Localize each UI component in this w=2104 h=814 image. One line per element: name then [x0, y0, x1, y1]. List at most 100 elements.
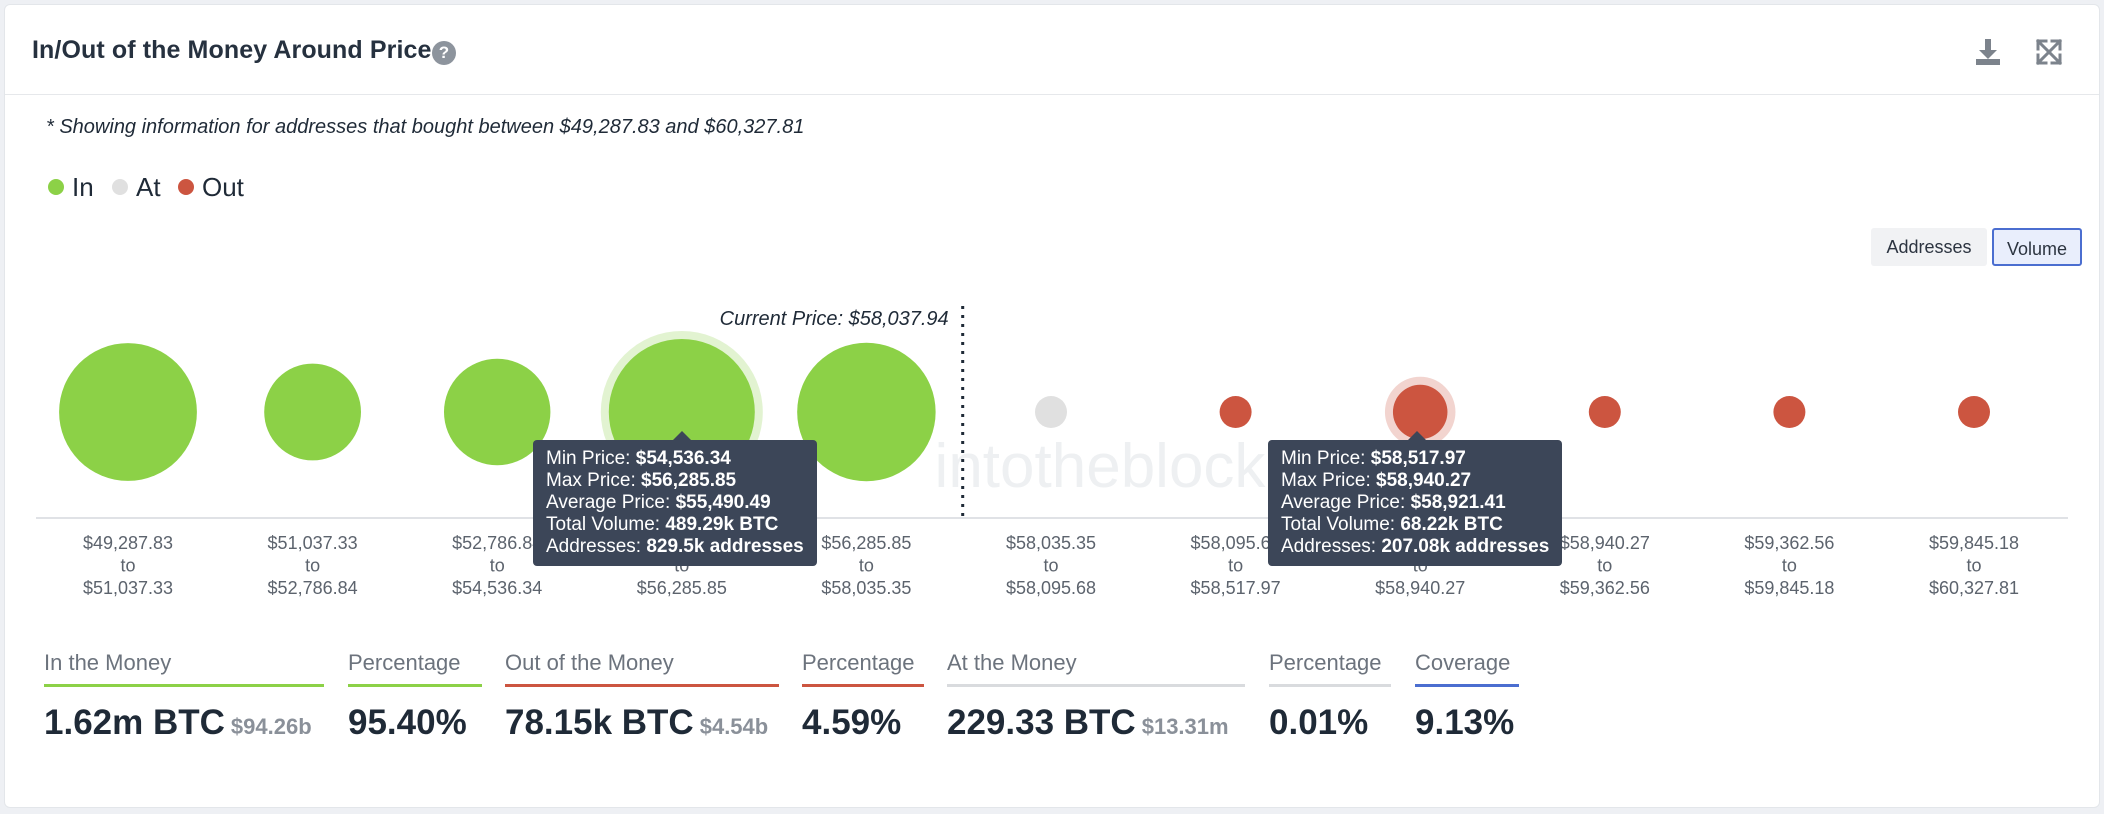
- addresses-toggle-button[interactable]: Addresses: [1871, 228, 1987, 266]
- stat-value-usd: $13.31m: [1141, 714, 1229, 739]
- stat-label: At the Money: [947, 650, 1077, 675]
- tooltip-row: Max Price: $56,285.85: [546, 470, 804, 492]
- stat-5: Percentage 0.01%: [1269, 650, 1391, 743]
- bubble-8[interactable]: [1588, 396, 1621, 428]
- legend-item-out[interactable]: Out: [178, 172, 244, 203]
- tick-label-7-2: $58,940.27: [1375, 578, 1465, 598]
- bubble-2[interactable]: [443, 358, 551, 466]
- stat-value-main: 9.13%: [1415, 703, 1515, 742]
- stat-value: 78.15k BTC $4.54b: [505, 703, 779, 743]
- stat-value: 1.62m BTC $94.26b: [44, 703, 324, 743]
- bubble-10[interactable]: [1958, 396, 1990, 428]
- tooltip-row-label: Total Volume:: [546, 514, 666, 535]
- tick-label-4-1: to: [859, 556, 874, 576]
- tooltip-row-label: Addresses:: [1281, 536, 1382, 557]
- bubble-6[interactable]: [1219, 396, 1252, 428]
- stat-value-main: 229.33 BTC: [947, 703, 1136, 742]
- tick-label-2-2: $54,536.34: [452, 578, 542, 598]
- help-icon[interactable]: ?: [432, 41, 456, 65]
- tick-label-2-1: to: [490, 556, 505, 576]
- tooltip-row-label: Max Price:: [1281, 470, 1377, 491]
- expand-icon[interactable]: [2032, 35, 2066, 69]
- stat-value-usd: $4.54b: [699, 714, 769, 739]
- stat-label: Coverage: [1415, 650, 1511, 675]
- tooltip-1: Min Price: $58,517.97 Max Price: $58,940.…: [1268, 431, 1563, 566]
- tick-label-0-2: $51,037.33: [83, 578, 173, 598]
- tooltip-row-value: $58,921.41: [1410, 492, 1506, 513]
- bubble-1[interactable]: [264, 363, 361, 461]
- bubble-0[interactable]: [59, 343, 197, 481]
- tooltip-row-label: Average Price:: [546, 492, 676, 513]
- download-icon[interactable]: [1971, 35, 2005, 69]
- watermark-text: intotheblock: [935, 432, 1267, 501]
- tick-label-6-1: to: [1228, 556, 1243, 576]
- tooltip-row-label: Max Price:: [546, 470, 642, 491]
- tooltip-row: Addresses: 207.08k addresses: [1281, 536, 1549, 558]
- tooltip-row: Addresses: 829.5k addresses: [546, 536, 804, 558]
- tooltip-row-label: Min Price:: [546, 448, 636, 469]
- volume-toggle-button[interactable]: Volume: [1992, 228, 2082, 266]
- stat-value: 95.40%: [348, 703, 482, 743]
- tick-label-4-2: $58,035.35: [821, 578, 911, 598]
- card-title: In/Out of the Money Around Price: [32, 36, 432, 64]
- tick-label-10-1: to: [1966, 556, 1981, 576]
- tooltip-row-value: $56,285.85: [641, 470, 737, 491]
- stat-1: Percentage 95.40%: [348, 650, 482, 743]
- card-header: In/Out of the Money Around Price ?: [5, 5, 2099, 95]
- legend-dot-at: [112, 179, 128, 196]
- legend-item-at[interactable]: At: [112, 172, 161, 203]
- tick-label-5-1: to: [1043, 556, 1058, 576]
- tick-label-6-0: $58,095.68: [1191, 533, 1281, 553]
- tooltip-row: Average Price: $58,921.41: [1281, 492, 1549, 514]
- tick-label-8-2: $59,362.56: [1560, 578, 1650, 598]
- tick-label-2-0: $52,786.84: [452, 533, 542, 553]
- tick-label-9-0: $59,362.56: [1744, 533, 1834, 553]
- stat-2: Out of the Money 78.15k BTC $4.54b: [505, 650, 779, 743]
- tick-label-3-2: $56,285.85: [637, 578, 727, 598]
- tooltip-row-value: 829.5k addresses: [646, 536, 804, 557]
- tooltip-row-value: 489.29k BTC: [665, 514, 779, 535]
- tooltip-arrow: [673, 431, 691, 440]
- stat-underline: [1269, 684, 1391, 687]
- bubble-7[interactable]: [1392, 384, 1448, 440]
- tick-label-6-2: $58,517.97: [1191, 578, 1281, 598]
- tooltip-row-value: $58,940.27: [1376, 470, 1472, 491]
- tooltip-row-value: 68.22k BTC: [1400, 514, 1503, 535]
- bubble-chart: intotheblock Current Price: $58,037.94 $49…: [36, 306, 2068, 598]
- stat-3: Percentage 4.59%: [802, 650, 924, 743]
- stat-underline: [44, 684, 324, 687]
- tick-label-5-2: $58,095.68: [1006, 578, 1096, 598]
- tick-label-0-1: to: [120, 556, 135, 576]
- legend-item-in[interactable]: In: [48, 172, 94, 203]
- stat-0: In the Money 1.62m BTC $94.26b: [44, 650, 324, 743]
- tooltip-row-value: $54,536.34: [635, 448, 731, 469]
- stat-label: Percentage: [348, 650, 461, 675]
- legend-label-in: In: [72, 172, 94, 202]
- tick-label-8-0: $58,940.27: [1560, 533, 1650, 553]
- tick-label-4-0: $56,285.85: [821, 533, 911, 553]
- tick-label-10-0: $59,845.18: [1929, 533, 2019, 553]
- stat-underline: [505, 684, 779, 687]
- stat-label: Percentage: [802, 650, 915, 675]
- tick-label-10-2: $60,327.81: [1929, 578, 2019, 598]
- stat-value: 4.59%: [802, 703, 924, 743]
- tooltip-row-value: $55,490.49: [675, 492, 771, 513]
- stat-value-main: 95.40%: [348, 703, 467, 742]
- bubble-4[interactable]: [797, 342, 936, 482]
- tooltip-row: Total Volume: 68.22k BTC: [1281, 514, 1549, 536]
- stat-label: Out of the Money: [505, 650, 674, 675]
- tooltip-row-label: Min Price:: [1281, 448, 1371, 469]
- stat-value: 0.01%: [1269, 703, 1391, 743]
- tooltip-row-label: Average Price:: [1281, 492, 1411, 513]
- tick-label-9-1: to: [1782, 556, 1797, 576]
- bubble-9[interactable]: [1773, 396, 1806, 428]
- tick-label-1-1: to: [305, 556, 320, 576]
- bubble-5[interactable]: [1035, 396, 1067, 428]
- stat-value: 229.33 BTC $13.31m: [947, 703, 1245, 743]
- stat-label: In the Money: [44, 650, 172, 675]
- stat-underline: [802, 684, 924, 687]
- tooltip-row: Average Price: $55,490.49: [546, 492, 804, 514]
- tick-label-9-2: $59,845.18: [1744, 578, 1834, 598]
- tick-label-5-0: $58,035.35: [1006, 533, 1096, 553]
- tooltip-row-label: Addresses:: [546, 536, 647, 557]
